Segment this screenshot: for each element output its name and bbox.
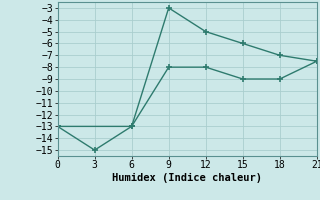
X-axis label: Humidex (Indice chaleur): Humidex (Indice chaleur) (112, 173, 262, 183)
